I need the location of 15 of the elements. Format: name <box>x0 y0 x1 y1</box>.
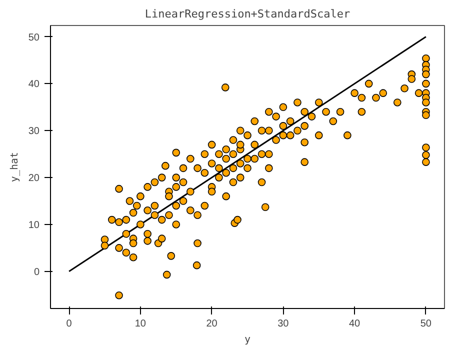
y-tick-label: 50 <box>28 32 40 44</box>
x-tick-label: 30 <box>278 318 290 330</box>
x-tick-label: 20 <box>206 318 218 330</box>
y-tick-label: 20 <box>28 173 40 184</box>
x-axis-title: y <box>244 334 251 346</box>
y-axis-title: y_hat <box>9 152 20 182</box>
chart-title: LinearRegression+StandardScaler <box>144 8 351 20</box>
x-tick-label: 0 <box>66 318 72 330</box>
y-tick-label: 30 <box>28 126 40 138</box>
x-tick-label: 50 <box>420 318 432 330</box>
x-tick-label: 40 <box>349 318 361 330</box>
y-tick-label: 10 <box>28 220 40 231</box>
y-tick-label: 40 <box>28 79 40 90</box>
y-tick-label: 0 <box>34 266 40 278</box>
x-tick-label: 10 <box>134 318 146 330</box>
